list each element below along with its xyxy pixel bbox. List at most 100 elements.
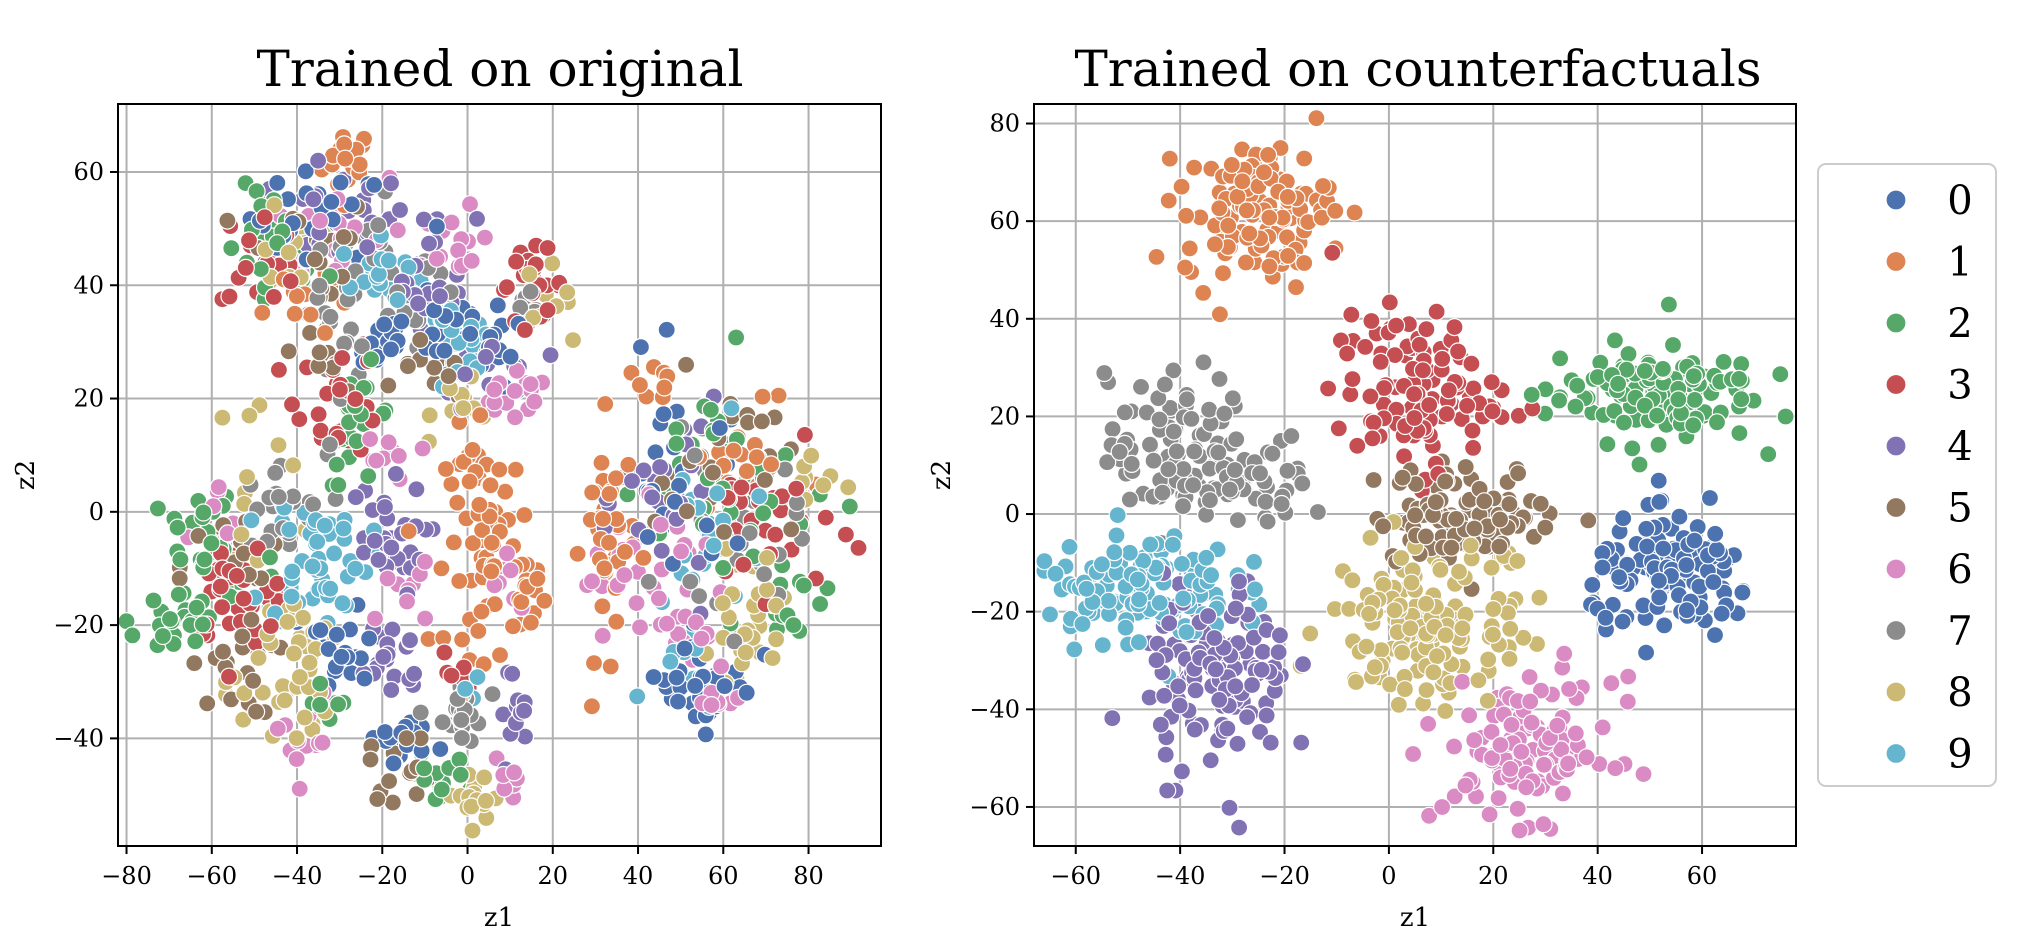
point-class-4: [467, 209, 487, 228]
point-class-0: [1649, 571, 1669, 590]
point-class-7: [521, 282, 540, 301]
point-class-5: [411, 330, 430, 349]
point-class-6: [711, 657, 731, 676]
point-class-6: [361, 430, 380, 449]
point-class-0: [1700, 488, 1720, 508]
point-class-6: [1453, 672, 1472, 691]
point-class-3: [515, 320, 535, 340]
point-class-7: [639, 572, 658, 591]
point-class-7: [1220, 480, 1239, 499]
point-class-3: [1417, 320, 1436, 339]
point-class-5: [755, 470, 775, 490]
point-class-8: [1357, 637, 1376, 656]
point-class-4: [1185, 720, 1204, 739]
point-class-3: [1427, 302, 1446, 321]
point-class-1: [600, 484, 619, 503]
point-class-2: [148, 499, 167, 518]
point-class-6: [582, 572, 602, 591]
point-class-2: [415, 759, 434, 778]
point-class-5: [361, 750, 380, 769]
point-class-2: [1649, 435, 1668, 454]
point-class-9: [1046, 564, 1065, 583]
point-class-3: [1329, 419, 1348, 438]
point-class-8: [1431, 560, 1450, 580]
point-class-8: [802, 446, 821, 465]
point-class-4: [374, 647, 393, 667]
point-class-5: [1442, 538, 1461, 557]
point-class-3: [538, 238, 557, 258]
point-class-6: [686, 613, 706, 632]
point-class-5: [714, 522, 734, 542]
point-class-5: [170, 569, 189, 588]
point-class-6: [1531, 681, 1551, 700]
point-class-3: [261, 616, 280, 636]
point-class-8: [757, 580, 777, 599]
point-class-0: [1650, 492, 1669, 511]
point-class-4: [642, 488, 662, 507]
point-class-1: [1313, 176, 1333, 196]
point-class-2: [195, 550, 214, 569]
point-class-6: [268, 719, 287, 738]
point-class-1: [481, 476, 500, 495]
point-class-1: [1213, 264, 1233, 283]
point-class-4: [358, 238, 377, 257]
point-class-8: [1389, 695, 1408, 714]
point-class-9: [321, 579, 340, 598]
point-class-1: [528, 569, 547, 588]
point-class-2: [359, 467, 378, 486]
point-class-2: [451, 765, 470, 784]
point-class-7: [1200, 491, 1220, 510]
point-class-8: [269, 436, 288, 455]
point-class-5: [1446, 509, 1466, 529]
point-class-4: [1160, 614, 1179, 633]
point-class-3: [538, 301, 557, 320]
point-class-1: [490, 460, 509, 479]
point-class-0: [675, 639, 694, 658]
point-class-8: [279, 243, 298, 262]
point-class-1: [593, 509, 613, 528]
point-class-3: [1318, 379, 1338, 398]
point-class-8: [265, 196, 284, 215]
point-class-1: [535, 591, 554, 610]
x-tick-label: −20: [1259, 862, 1310, 890]
point-class-6: [416, 609, 435, 628]
point-class-9: [1163, 535, 1183, 554]
point-class-3: [1462, 354, 1481, 373]
point-class-1: [596, 394, 615, 414]
point-class-1: [301, 305, 320, 324]
point-class-6: [671, 542, 691, 561]
point-class-0: [1670, 507, 1689, 526]
point-class-2: [1707, 413, 1727, 432]
point-class-1: [769, 386, 788, 405]
point-class-9: [1244, 552, 1264, 572]
point-class-0: [737, 683, 756, 702]
point-class-2: [818, 579, 837, 598]
point-class-5: [198, 694, 217, 713]
point-class-3: [1437, 404, 1456, 424]
point-class-4: [1170, 696, 1189, 715]
point-class-0: [685, 676, 705, 696]
point-class-0: [1677, 601, 1696, 620]
point-class-6: [1517, 778, 1536, 797]
point-class-8: [713, 594, 732, 613]
point-class-0: [1712, 604, 1731, 623]
point-class-6: [1618, 692, 1637, 711]
point-class-5: [233, 627, 252, 646]
point-class-1: [619, 455, 638, 474]
point-class-8: [1453, 619, 1472, 638]
point-class-3: [795, 425, 815, 444]
axes-frame: [117, 103, 882, 847]
point-class-4: [1206, 660, 1225, 679]
point-class-4: [430, 287, 450, 306]
point-class-1: [601, 657, 620, 676]
point-class-6: [485, 380, 504, 399]
point-class-1: [1176, 206, 1196, 225]
point-class-0: [375, 315, 394, 334]
point-class-5: [407, 784, 426, 804]
point-class-4: [346, 488, 365, 507]
point-class-0: [710, 418, 729, 438]
point-class-8: [1301, 624, 1320, 643]
point-class-0: [638, 527, 657, 547]
point-class-0: [332, 647, 351, 666]
x-tick-label: 80: [793, 862, 824, 890]
